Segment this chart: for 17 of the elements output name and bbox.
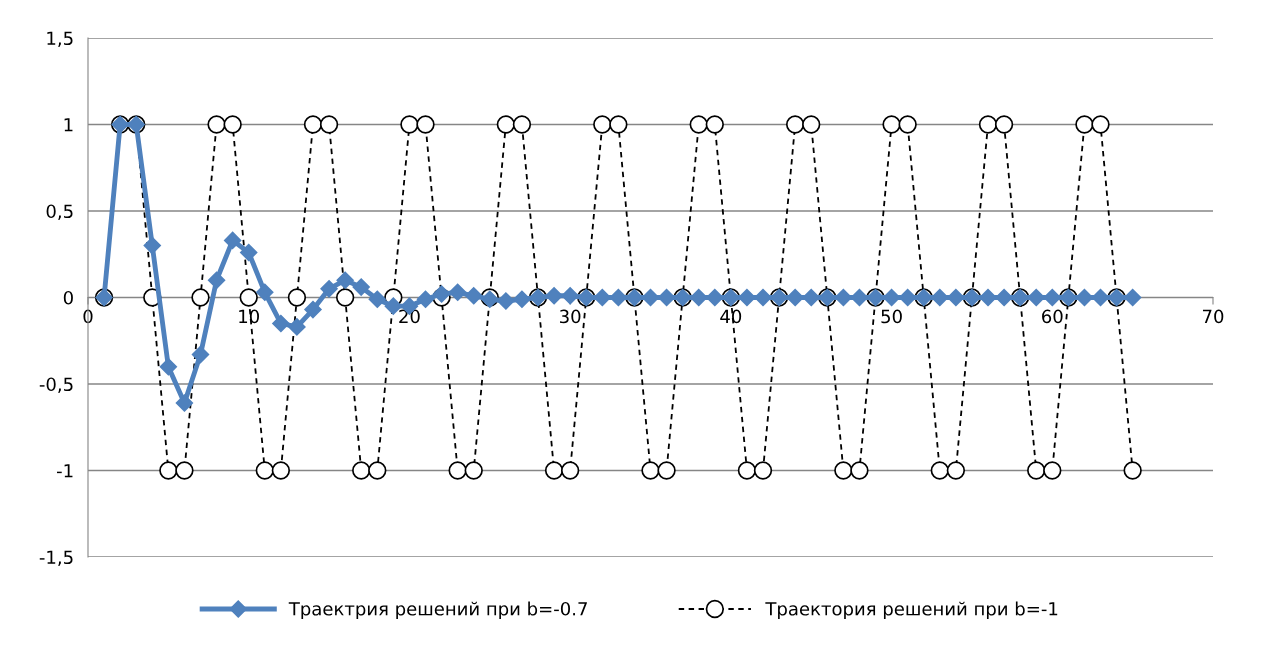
- y-tick-label: 1,5: [47, 31, 73, 47]
- x-tick-label: 30: [560, 309, 581, 324]
- legend-label: Траектрия решений при b=-0.7: [288, 601, 587, 620]
- x-tick-label: 70: [1202, 309, 1224, 324]
- x-tick-label: 60: [1042, 309, 1063, 324]
- x-tick-label: 50: [881, 309, 902, 324]
- y-tick-label: -1,5: [39, 550, 73, 566]
- y-tick-label: 0,5: [46, 204, 73, 220]
- legend-label: Траектория решений при b=-1: [765, 601, 1058, 620]
- x-tick-label: 0: [83, 309, 93, 324]
- y-tick-label: 0: [63, 290, 73, 305]
- x-tick-label: 20: [399, 309, 420, 324]
- y-tick-label: 1: [64, 118, 73, 132]
- x-tick-label: 10: [239, 309, 259, 324]
- x-tick-label: 40: [720, 309, 742, 324]
- y-tick-label: -0,5: [39, 377, 73, 393]
- y-tick-label: -1: [56, 464, 73, 478]
